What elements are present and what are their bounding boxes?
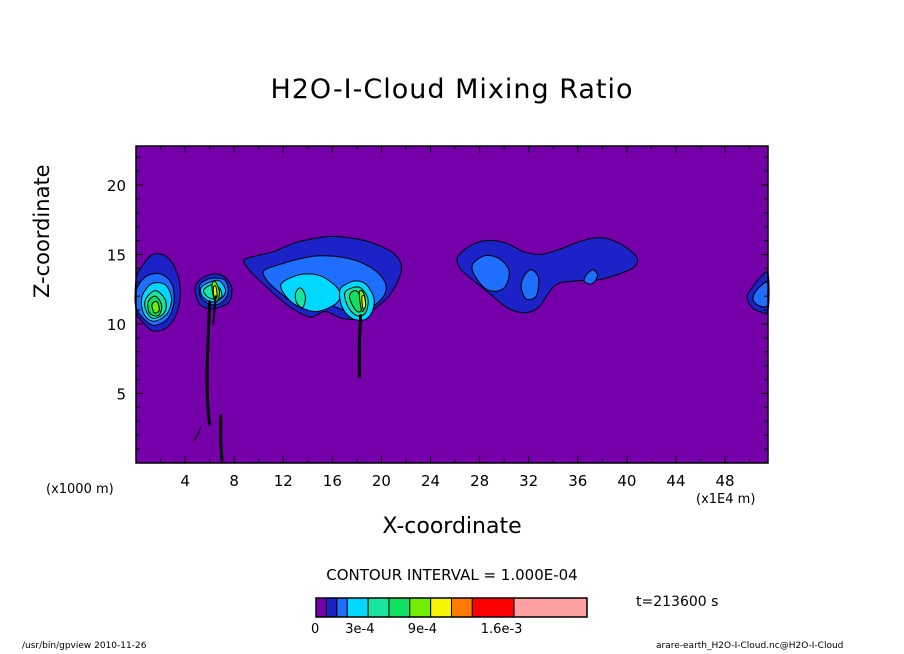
colorbar-frame [315,597,588,618]
contour-interval-text: CONTOUR INTERVAL = 1.000E-04 [326,566,578,584]
colorbar-label-0: 0 [311,622,320,637]
contour-stem-3 [219,414,224,462]
x-tick-label: 48 [716,472,735,490]
x-tick-label: 20 [372,472,391,490]
colorbar-swatch-4 [367,597,390,618]
y-tick-label: 5 [116,385,126,403]
colorbar-swatch-0 [315,597,327,618]
contour-region-24 [583,269,598,285]
contour-stems [193,295,363,462]
chart-title: H2O-I-Cloud Mixing Ratio [270,74,634,105]
x-tick-label: 12 [274,472,293,490]
colorbar [315,597,588,618]
contour-region-15 [294,287,306,309]
plot-frame [135,145,769,464]
colorbar-label-3: 1.6e-3 [480,622,523,637]
colorbar-label-2: 9e-4 [407,622,438,637]
x-tick-label: 36 [568,472,587,490]
colorbar-swatch-9 [471,597,515,618]
x-axis-label: X-coordinate [382,514,522,539]
colorbar-swatch-8 [451,597,473,618]
x-tick-label: 44 [666,472,685,490]
contour-region-21 [456,237,639,314]
contour-region-20 [361,294,367,310]
time-label: t=213600 s [636,594,719,610]
x-tick-label: 28 [470,472,489,490]
x-tick-label: 32 [519,472,538,490]
footer-right: arare-earth_H2O-I-Cloud.nc@H2O-I-Cloud [656,641,844,651]
contour-region-5 [151,300,160,314]
axis-ticks [136,146,768,463]
x-tick-label: 24 [421,472,440,490]
y-axis-label: Z-coordinate [30,164,54,298]
plot-background [136,146,768,463]
colorbar-swatch-3 [346,597,369,618]
colorbar-label-1: 3e-4 [345,622,375,637]
x-tick-label: 4 [180,472,190,490]
colorbar-swatch-6 [409,597,432,618]
y-tick-label: 10 [107,316,126,334]
contour-stem-0 [205,300,212,426]
contour-stem-4 [193,426,202,442]
contour-stem-2 [357,314,363,379]
x-axis-unit-left: (x1000 m) [46,482,114,497]
contour-fields [134,235,770,332]
y-tick-label: 15 [107,246,126,264]
y-tick-label: 20 [107,177,126,195]
x-tick-label: 8 [229,472,239,490]
x-axis-unit-right: (x1E4 m) [696,492,756,507]
colorbar-swatch-1 [325,597,338,618]
contour-stem-1 [212,295,217,325]
x-tick-label: 16 [323,472,342,490]
footer-left: /usr/bin/gpview 2010-11-26 [22,641,147,651]
colorbar-swatch-2 [336,597,348,618]
colorbar-swatch-10 [513,597,588,618]
x-tick-label: 40 [617,472,636,490]
contour-region-22 [471,254,510,292]
colorbar-swatch-5 [388,597,411,618]
contour-region-23 [520,269,540,301]
colorbar-swatch-7 [430,597,452,618]
